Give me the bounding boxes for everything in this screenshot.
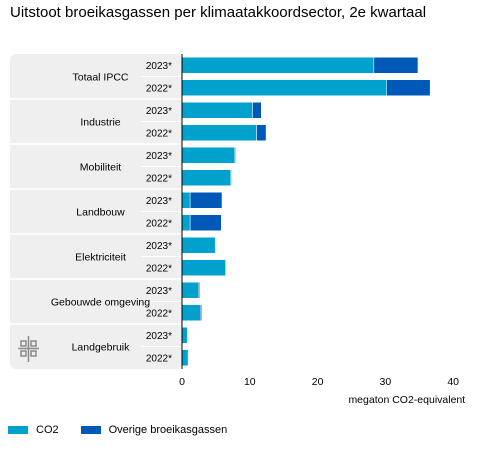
- group-label: Landgebruik: [72, 342, 131, 354]
- x-axis-label: megaton CO2-equivalent: [348, 394, 465, 406]
- x-tick-label: 20: [312, 376, 324, 388]
- legend-swatch-overige: [80, 426, 101, 434]
- bar-co2: [181, 327, 188, 344]
- bar-co2: [181, 147, 236, 164]
- row-labels: 2023* 2022* 2023* 2022* 2023* 2022* 2023* 2022*…: [146, 61, 172, 365]
- row-label: 2023*: [146, 151, 172, 162]
- bar-overige: [198, 282, 200, 299]
- row-label: 2023*: [146, 331, 172, 342]
- x-tick-label: 30: [380, 376, 392, 388]
- row-label: 2023*: [146, 241, 172, 252]
- x-tick-label: 10: [244, 376, 256, 388]
- legend-item-overige: Overige broeikasgassen: [80, 424, 228, 436]
- bar-co2: [181, 259, 226, 276]
- bar-co2: [181, 282, 199, 299]
- bar-overige: [189, 192, 223, 209]
- bar-overige: [230, 169, 232, 186]
- group-labels: Totaal IPCC Industrie Mobiliteit Landbouw El…: [51, 72, 150, 354]
- legend: CO2 Overige broeikasgassen: [8, 424, 249, 436]
- group-label: Mobiliteit: [80, 162, 122, 174]
- group-label: Industrie: [80, 117, 120, 129]
- group-label: Landbouw: [76, 207, 125, 219]
- x-axis: 0 10 20 30 40 megaton CO2-equivalent: [179, 54, 465, 406]
- bar-overige: [189, 214, 222, 231]
- bar-co2: [181, 79, 388, 96]
- bar-overige: [386, 79, 431, 96]
- bar-overige: [225, 259, 227, 276]
- legend-label-co2: CO2: [36, 424, 59, 436]
- bar-overige: [234, 147, 236, 164]
- bar-co2: [181, 192, 191, 209]
- group-panels: [10, 54, 182, 369]
- row-label: 2022*: [146, 308, 172, 319]
- bar-overige: [200, 304, 202, 321]
- x-tick-label: 0: [179, 376, 185, 388]
- row-label: 2022*: [146, 128, 172, 139]
- bar-co2: [181, 57, 375, 74]
- group-label: Totaal IPCC: [72, 72, 128, 84]
- row-label: 2022*: [146, 263, 172, 274]
- row-label: 2022*: [146, 173, 172, 184]
- bar-overige: [214, 237, 217, 254]
- x-tick-label: 40: [447, 376, 459, 388]
- bar-co2: [181, 304, 201, 321]
- chart-title: Uitstoot broeikasgassen per klimaatakkoo…: [10, 4, 427, 21]
- group-label: Gebouwde omgeving: [51, 297, 150, 309]
- row-label: 2022*: [146, 353, 172, 364]
- bars: [181, 57, 431, 366]
- bar-co2: [181, 124, 257, 141]
- legend-label-overige: Overige broeikasgassen: [108, 424, 228, 436]
- bar-co2: [181, 169, 232, 186]
- bar-co2: [181, 102, 253, 119]
- bar-co2: [181, 214, 191, 231]
- bar-overige: [256, 124, 267, 141]
- row-label: 2022*: [146, 83, 172, 94]
- bar-co2: [181, 349, 189, 366]
- row-label: 2023*: [146, 61, 172, 72]
- legend-item-co2: CO2: [8, 424, 59, 436]
- group-panel-background: [10, 54, 182, 369]
- cbs-logo-icon: [18, 336, 39, 362]
- bar-overige: [252, 102, 262, 119]
- row-label: 2023*: [146, 196, 172, 207]
- row-label: 2023*: [146, 106, 172, 117]
- legend-swatch-co2: [8, 426, 28, 434]
- row-label: 2023*: [146, 286, 172, 297]
- bar-overige: [373, 57, 419, 74]
- group-label: Elektriciteit: [75, 252, 126, 264]
- row-label: 2022*: [146, 218, 172, 229]
- bar-co2: [181, 237, 216, 254]
